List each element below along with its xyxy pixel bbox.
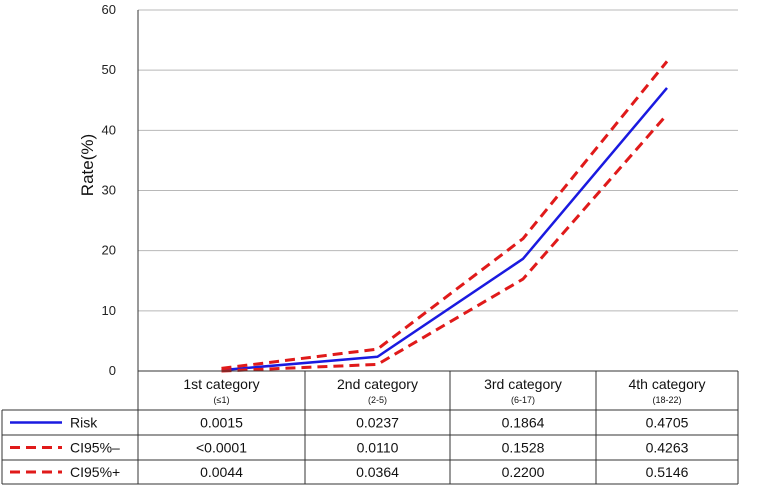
series-line-2 (221, 60, 669, 370)
y-tick-label-60: 60 (102, 2, 116, 17)
y-tick-label-50: 50 (102, 62, 116, 77)
y-axis-ticks: 0 10 20 30 40 50 60 (102, 2, 116, 378)
table-cell-0-1: 0.0237 (356, 415, 399, 431)
table-cell-2-2: 0.2200 (502, 464, 545, 480)
y-tick-label-40: 40 (102, 122, 116, 137)
table-cell-0-3: 0.4705 (646, 415, 689, 431)
category-name-1: 2nd category (337, 376, 418, 392)
series-line-0 (221, 87, 668, 372)
grid-lines (137, 9, 738, 484)
table-cell-0-0: 0.0015 (200, 415, 243, 431)
table-cell-0-2: 0.1864 (502, 415, 545, 431)
y-tick-label-30: 30 (102, 183, 116, 198)
table-cell-1-2: 0.1528 (502, 440, 545, 456)
category-name-0: 1st category (183, 376, 259, 392)
table-cell-1-3: 0.4263 (646, 440, 689, 456)
table-cell-1-1: 0.0110 (357, 440, 399, 456)
data-table: 1st category (≤1) 2nd category (2-5) 3rd cat… (1, 370, 739, 485)
y-tick-label-20: 20 (102, 243, 116, 258)
table-cell-2-1: 0.0364 (356, 464, 399, 480)
y-axis-label: Rate(%) (78, 134, 97, 196)
table-cell-2-3: 0.5146 (646, 464, 689, 480)
category-name-3: 4th category (628, 376, 705, 392)
category-name-2: 3rd category (484, 376, 562, 392)
category-range-1: (2-5) (368, 395, 387, 405)
y-tick-label-10: 10 (102, 303, 116, 318)
table-cell-1-0: <0.0001 (196, 440, 247, 456)
category-range-2: (6-17) (511, 395, 535, 405)
category-range-0: (≤1) (214, 395, 230, 405)
y-tick-label-0: 0 (109, 363, 116, 378)
legend-label-0: Risk (70, 415, 98, 431)
series-lines (221, 60, 669, 373)
table-cell-2-0: 0.0044 (200, 464, 243, 480)
legend-label-2: CI95%+ (70, 464, 120, 480)
legend-label-1: CI95%– (70, 440, 120, 456)
category-range-3: (18-22) (652, 395, 681, 405)
series-line-1 (221, 113, 669, 373)
